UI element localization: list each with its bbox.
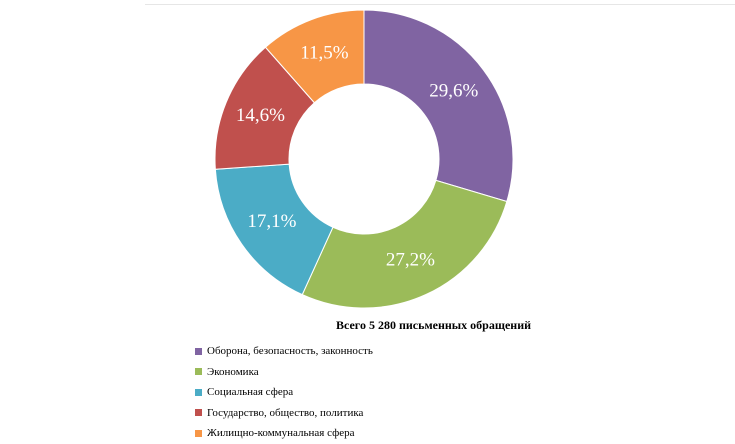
- legend-swatch-2: [195, 368, 202, 376]
- top-divider: [145, 4, 735, 5]
- slice-label-4: 14,6%: [236, 105, 285, 126]
- legend-label-2: Экономика: [207, 365, 259, 378]
- donut-slice-1: [363, 9, 514, 203]
- legend-label-1: Оборона, безопасность, законность: [207, 345, 373, 358]
- legend-item-4: Государство, общество, политика: [195, 403, 373, 424]
- legend-swatch-5: [195, 429, 202, 437]
- chart-title: Всего 5 280 письменных обращений: [336, 318, 532, 332]
- slice-label-2: 27,2%: [386, 249, 435, 270]
- legend-item-1: Оборона, безопасность, законность: [195, 341, 373, 362]
- donut-slice-2: [301, 179, 508, 309]
- donut-slice-5: [264, 9, 365, 104]
- legend-item-2: Экономика: [195, 362, 373, 383]
- legend-item-5: Жилищно-коммунальная сфера: [195, 423, 373, 444]
- legend-item-3: Социальная сфера: [195, 382, 373, 403]
- legend-swatch-4: [195, 409, 202, 417]
- legend-swatch-1: [195, 347, 202, 355]
- legend-swatch-3: [195, 388, 202, 396]
- legend-label-5: Жилищно-коммунальная сфера: [207, 427, 355, 440]
- legend: Оборона, безопасность, законность Экономи…: [195, 341, 373, 444]
- slice-label-3: 17,1%: [247, 211, 296, 232]
- legend-label-3: Социальная сфера: [207, 386, 294, 399]
- slice-label-5: 11,5%: [300, 43, 349, 64]
- legend-label-4: Государство, общество, политика: [207, 406, 364, 419]
- slice-label-1: 29,6%: [429, 80, 478, 101]
